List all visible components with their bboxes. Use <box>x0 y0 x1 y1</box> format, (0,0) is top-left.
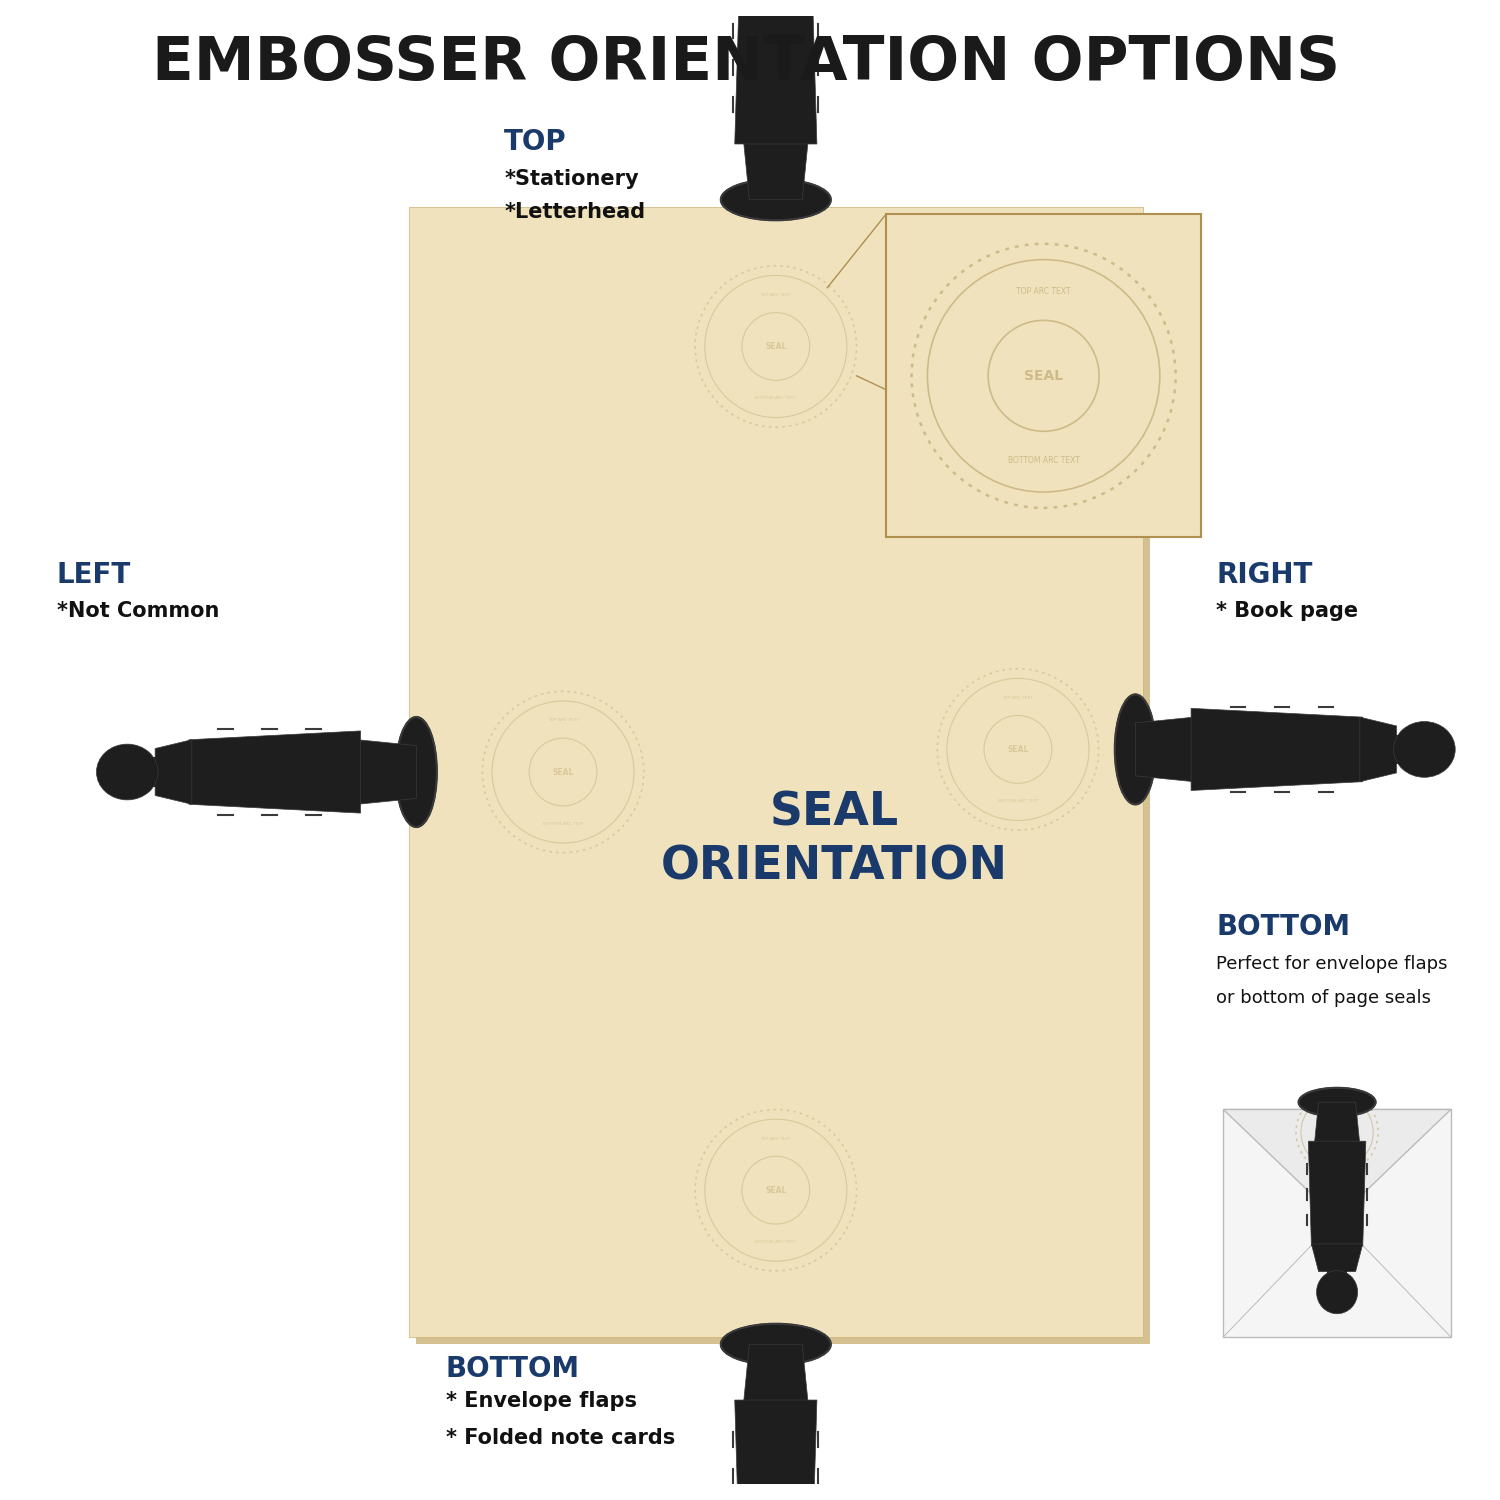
Ellipse shape <box>722 1323 831 1365</box>
Text: SEAL: SEAL <box>765 1185 786 1194</box>
Text: LEFT: LEFT <box>57 561 130 588</box>
Circle shape <box>1320 1114 1354 1149</box>
Text: *Not Common: *Not Common <box>57 602 219 621</box>
Ellipse shape <box>722 178 831 220</box>
Text: * Book page: * Book page <box>1216 602 1358 621</box>
Polygon shape <box>189 730 360 813</box>
FancyBboxPatch shape <box>1224 1110 1450 1336</box>
Text: SEAL: SEAL <box>1326 1128 1348 1137</box>
Circle shape <box>742 1156 810 1224</box>
Text: TOP ARC TEXT: TOP ARC TEXT <box>1017 286 1071 296</box>
FancyBboxPatch shape <box>1392 735 1429 764</box>
Polygon shape <box>1360 717 1396 782</box>
Ellipse shape <box>1317 1270 1358 1314</box>
Text: BOTTOM ARC TEXT: BOTTOM ARC TEXT <box>998 800 1038 802</box>
FancyBboxPatch shape <box>1328 1269 1347 1296</box>
Text: BOTTOM ARC TEXT: BOTTOM ARC TEXT <box>543 822 584 825</box>
Text: TOP ARC TEXT: TOP ARC TEXT <box>760 1137 792 1140</box>
Text: or bottom of page seals: or bottom of page seals <box>1216 988 1431 1006</box>
Text: TOP ARC TEXT: TOP ARC TEXT <box>1322 1104 1353 1108</box>
Text: TOP ARC TEXT: TOP ARC TEXT <box>760 292 792 297</box>
Text: SEAL: SEAL <box>1024 369 1063 382</box>
Ellipse shape <box>96 744 158 800</box>
Polygon shape <box>357 740 417 804</box>
Text: BOTTOM ARC TEXT: BOTTOM ARC TEXT <box>756 1240 796 1244</box>
Circle shape <box>742 312 810 381</box>
Text: EMBOSSER ORIENTATION OPTIONS: EMBOSSER ORIENTATION OPTIONS <box>153 34 1341 93</box>
Text: *Stationery: *Stationery <box>504 170 639 189</box>
Text: SEAL: SEAL <box>552 768 574 777</box>
Ellipse shape <box>1114 694 1156 804</box>
Polygon shape <box>1311 1244 1364 1272</box>
Circle shape <box>530 738 597 806</box>
Polygon shape <box>744 1344 808 1402</box>
Polygon shape <box>1224 1110 1450 1218</box>
FancyBboxPatch shape <box>123 758 159 786</box>
Text: SEAL: SEAL <box>1008 746 1029 754</box>
Polygon shape <box>1308 1142 1366 1246</box>
Text: TOP ARC TEXT: TOP ARC TEXT <box>548 718 579 723</box>
Text: BOTTOM ARC TEXT: BOTTOM ARC TEXT <box>756 396 796 400</box>
Text: SEAL
ORIENTATION: SEAL ORIENTATION <box>662 790 1008 889</box>
Text: SEAL: SEAL <box>765 342 786 351</box>
Text: BOTTOM: BOTTOM <box>446 1354 580 1383</box>
Text: TOP ARC TEXT: TOP ARC TEXT <box>1002 696 1034 700</box>
Polygon shape <box>735 0 818 144</box>
FancyBboxPatch shape <box>410 207 1143 1336</box>
Ellipse shape <box>1299 1088 1376 1116</box>
FancyBboxPatch shape <box>417 214 1150 1344</box>
Circle shape <box>988 321 1100 432</box>
Text: BOTTOM ARC TEXT: BOTTOM ARC TEXT <box>1317 1156 1358 1161</box>
Polygon shape <box>735 1400 818 1500</box>
Text: BOTTOM: BOTTOM <box>1216 914 1350 940</box>
Ellipse shape <box>1394 722 1455 777</box>
Circle shape <box>984 716 1052 783</box>
Text: *Letterhead: *Letterhead <box>504 202 645 222</box>
Polygon shape <box>1191 708 1364 791</box>
Polygon shape <box>1136 717 1194 782</box>
Ellipse shape <box>396 717 436 827</box>
FancyBboxPatch shape <box>886 214 1202 537</box>
Text: * Folded note cards: * Folded note cards <box>446 1428 675 1448</box>
Polygon shape <box>154 740 192 804</box>
Polygon shape <box>1314 1102 1359 1143</box>
Text: RIGHT: RIGHT <box>1216 561 1312 588</box>
Polygon shape <box>744 141 808 200</box>
Text: BOTTOM ARC TEXT: BOTTOM ARC TEXT <box>1008 456 1080 465</box>
Text: Perfect for envelope flaps: Perfect for envelope flaps <box>1216 956 1448 974</box>
Text: * Envelope flaps: * Envelope flaps <box>446 1390 636 1411</box>
Text: TOP: TOP <box>504 128 567 156</box>
